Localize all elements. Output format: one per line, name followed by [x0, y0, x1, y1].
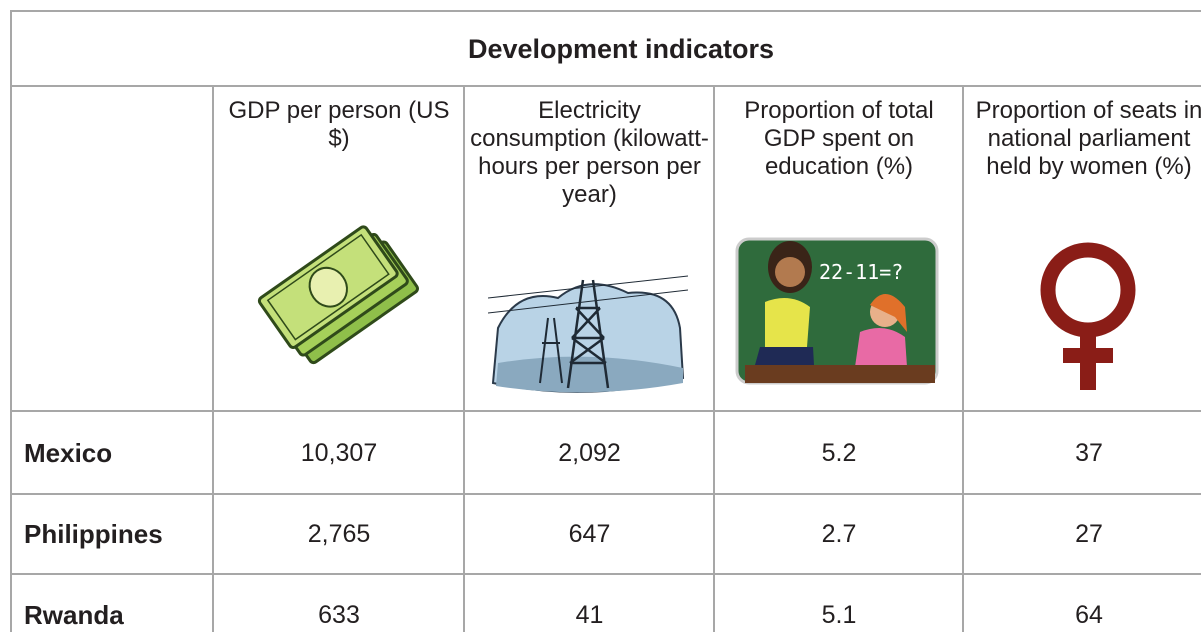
table-cell: 5.2 [713, 410, 963, 494]
table-cell: 2.7 [713, 493, 963, 574]
female-symbol-icon [1005, 240, 1175, 395]
table-cell: 2,092 [463, 410, 714, 494]
table-cell: 64 [962, 573, 1201, 632]
table: Development indicators GDP per person (U… [0, 0, 1201, 632]
table-cell: 41 [463, 573, 714, 632]
table-cell: 37 [962, 410, 1201, 494]
power-tower-icon [488, 268, 688, 400]
money-icon [255, 205, 425, 375]
empty-header [10, 85, 213, 411]
table-cell: 5.1 [713, 573, 963, 632]
svg-text:22-11=?: 22-11=? [819, 260, 903, 284]
table-cell: 647 [463, 493, 714, 574]
row-label: Rwanda [10, 573, 213, 632]
table-title: Development indicators [10, 10, 1201, 86]
table-cell: 10,307 [212, 410, 464, 494]
page: Development indicators GDP per person (U… [0, 0, 1201, 632]
teacher-icon: 22-11=? [735, 237, 940, 385]
table-cell: 2,765 [212, 493, 464, 574]
row-label: Mexico [10, 410, 213, 494]
table-cell: 27 [962, 493, 1201, 574]
table-cell: 633 [212, 573, 464, 632]
row-label: Philippines [10, 493, 213, 574]
